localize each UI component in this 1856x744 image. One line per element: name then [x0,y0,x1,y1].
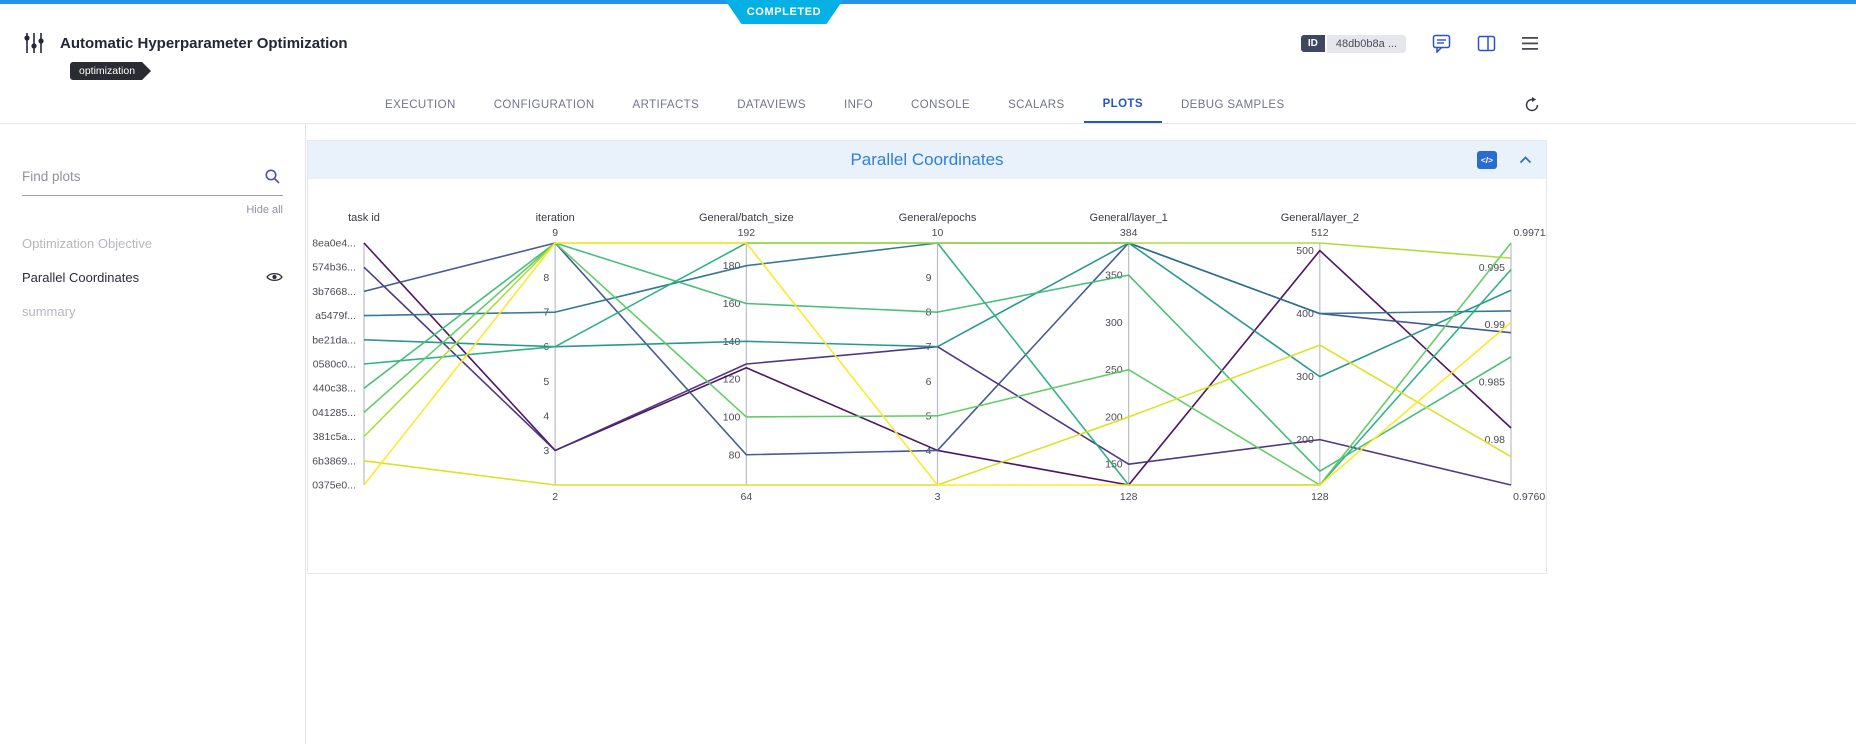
eye-icon[interactable] [266,271,283,283]
svg-text:384: 384 [1120,227,1138,239]
id-value: 48db0b8a ... [1326,34,1406,53]
svg-text:64: 64 [740,491,752,503]
tab-execution[interactable]: EXECUTION [385,99,456,111]
svg-text:80: 80 [729,449,741,461]
svg-text:0.997117: 0.997117 [1513,227,1546,239]
svg-text:128: 128 [1311,491,1329,503]
svg-text:250: 250 [1105,364,1123,376]
tab-configuration[interactable]: CONFIGURATION [493,99,595,111]
svg-text:8: 8 [543,272,549,284]
svg-text:192: 192 [738,227,756,239]
svg-text:150: 150 [1105,459,1123,471]
experiment-header: Automatic Hyperparameter Optimization op… [0,4,1856,87]
experiment-id-chip[interactable]: ID 48db0b8a ... [1300,34,1406,53]
svg-text:4: 4 [543,410,549,422]
svg-text:8: 8 [926,307,932,319]
svg-text:0.976033: 0.976033 [1513,491,1546,503]
svg-text:General/batch_size: General/batch_size [699,212,794,224]
svg-text:2: 2 [552,491,558,503]
panel-body: task id 8ea0e4... 574b36... 3b7668... a5479f… [308,179,1557,573]
tab-artifacts[interactable]: ARTIFACTS [632,99,700,111]
auto-refresh-icon[interactable] [1524,97,1540,118]
plots-sidebar: Hide all Optimization Objective Parallel… [0,124,306,744]
panel-title: Parallel Coordinates [850,150,1004,169]
svg-text:100: 100 [723,411,741,423]
svg-text:160: 160 [723,298,741,310]
embed-code-icon[interactable]: </> [1477,151,1497,169]
svg-text:0.98: 0.98 [1485,434,1506,446]
svg-text:3b7668...: 3b7668... [312,286,356,298]
status-badge: COMPLETED [725,0,843,24]
details-panel-icon[interactable] [1477,35,1496,52]
tab-console[interactable]: CONSOLE [911,99,971,111]
hide-all-link[interactable]: Hide all [246,204,283,216]
tab-debug-samples[interactable]: DEBUG SAMPLES [1180,99,1285,111]
svg-text:a5479f...: a5479f... [315,310,356,322]
svg-text:300: 300 [1296,371,1314,383]
svg-text:128: 128 [1120,491,1138,503]
svg-text:120: 120 [723,374,741,386]
tab-scalars[interactable]: SCALARS [1008,99,1065,111]
plot-search [22,168,283,196]
id-label: ID [1300,35,1325,52]
tab-dataviews[interactable]: DATAVIEWS [737,99,806,111]
svg-text:0580c0...: 0580c0... [313,359,356,371]
svg-text:0375e0...: 0375e0... [312,480,356,492]
plot-item-label: summary [22,303,76,319]
svg-text:180: 180 [723,260,741,272]
svg-text:041285...: 041285... [312,407,356,419]
sidebar-item-parallel-coordinates[interactable]: Parallel Coordinates [22,260,283,294]
svg-text:400: 400 [1296,308,1314,320]
top-status-strip [0,0,1856,4]
svg-text:500: 500 [1296,245,1314,257]
parallel-coordinates-panel: Parallel Coordinates </> task id 8ea0e4..… [307,140,1557,574]
svg-text:10: 10 [932,227,944,239]
svg-text:0.99: 0.99 [1485,319,1506,331]
svg-text:iteration: iteration [536,212,575,224]
tab-plots[interactable]: PLOTS [1083,87,1162,123]
svg-text:300: 300 [1105,317,1123,329]
svg-text:9: 9 [926,272,932,284]
tab-info[interactable]: INFO [843,99,874,111]
svg-text:3: 3 [543,445,549,457]
search-input[interactable] [22,169,252,184]
svg-text:task id: task id [348,212,380,224]
svg-text:General/epochs: General/epochs [899,212,977,224]
plots-main-area: Parallel Coordinates </> task id 8ea0e4..… [306,124,1856,744]
svg-text:General/layer_1: General/layer_1 [1090,212,1168,224]
svg-text:5: 5 [543,376,549,388]
svg-text:General/layer_2: General/layer_2 [1281,212,1359,224]
svg-text:be21da...: be21da... [312,334,356,346]
search-icon[interactable] [264,168,281,190]
experiment-tag[interactable]: optimization [70,62,151,80]
svg-text:381c5a...: 381c5a... [313,431,356,443]
plot-list: Optimization Objective Parallel Coordina… [22,226,283,328]
sidebar-item-summary[interactable]: summary [22,294,283,328]
svg-text:512: 512 [1311,227,1329,239]
page-title: Automatic Hyperparameter Optimization [60,34,348,52]
comment-icon[interactable] [1432,34,1451,53]
parallel-coordinates-chart[interactable]: task id 8ea0e4... 574b36... 3b7668... a5479f… [308,179,1557,568]
svg-text:6b3869...: 6b3869... [312,455,356,467]
svg-text:8ea0e4...: 8ea0e4... [312,238,356,250]
svg-text:440c38...: 440c38... [313,383,356,395]
collapse-chevron-icon[interactable] [1519,156,1532,164]
menu-icon[interactable] [1522,37,1538,50]
svg-text:200: 200 [1296,434,1314,446]
svg-text:3: 3 [935,491,941,503]
svg-text:9: 9 [552,227,558,239]
svg-text:6: 6 [926,376,932,388]
svg-text:0.985: 0.985 [1479,377,1505,389]
plot-item-label: Optimization Objective [22,235,153,251]
svg-text:574b36...: 574b36... [312,262,356,274]
plot-item-label: Parallel Coordinates [22,269,140,285]
sidebar-item-optimization-objective[interactable]: Optimization Objective [22,226,283,260]
tab-bar: EXECUTION CONFIGURATION ARTIFACTS DATAVI… [0,87,1856,124]
panel-header: Parallel Coordinates </> [308,141,1546,179]
hyperparameter-sliders-icon [22,31,46,55]
